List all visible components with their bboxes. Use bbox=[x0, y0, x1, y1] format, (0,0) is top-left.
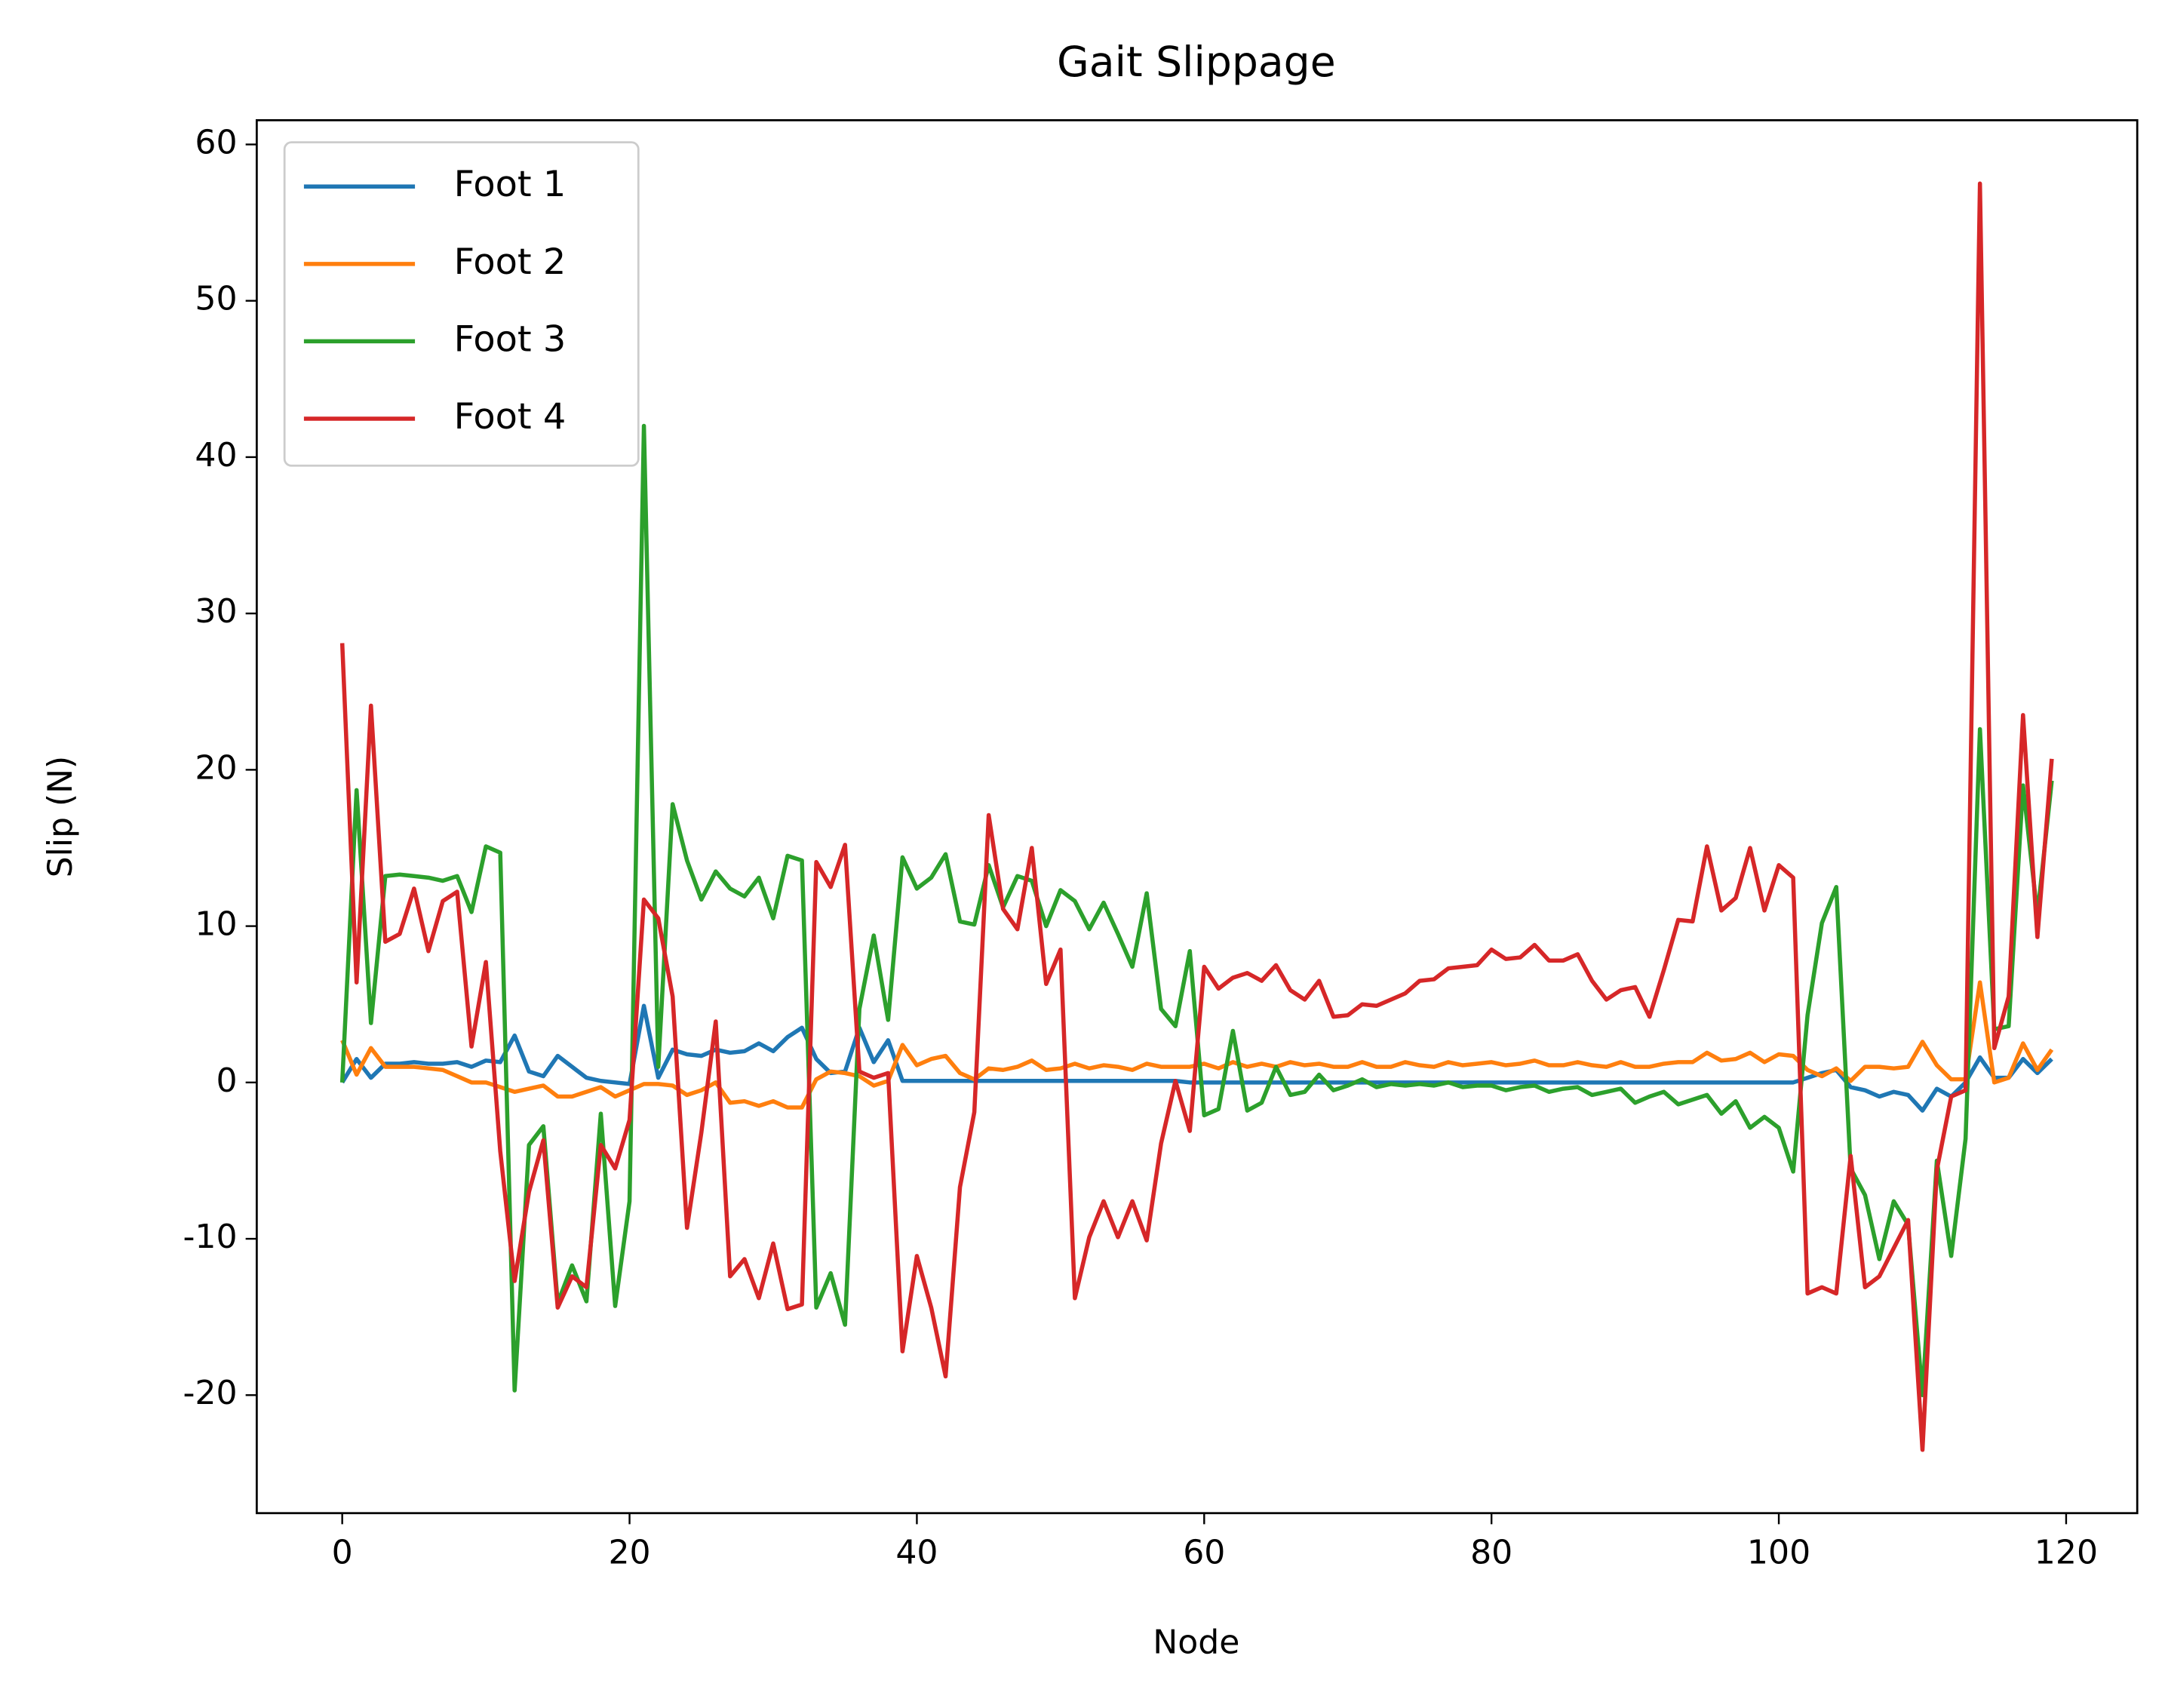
legend-label: Foot 3 bbox=[454, 318, 567, 360]
series-line bbox=[340, 1003, 2053, 1113]
y-tick-label: -10 bbox=[183, 1218, 237, 1256]
plot-frame bbox=[255, 118, 2139, 1515]
x-tick-label: 60 bbox=[1183, 1534, 1225, 1572]
x-tick-label: 20 bbox=[608, 1534, 650, 1572]
chart-title: Gait Slippage bbox=[1057, 38, 1336, 86]
y-tick-label: -20 bbox=[183, 1374, 237, 1412]
x-tick-label: 120 bbox=[2034, 1534, 2098, 1572]
y-tick-label: 40 bbox=[195, 436, 237, 475]
series-line bbox=[339, 181, 2054, 1452]
x-axis-label: Node bbox=[1153, 1624, 1239, 1662]
legend-label: Foot 1 bbox=[454, 164, 567, 205]
x-tick-label: 100 bbox=[1747, 1534, 1810, 1572]
x-tick-label: 40 bbox=[895, 1534, 938, 1572]
y-tick-label: 20 bbox=[195, 748, 237, 787]
x-tick-label: 0 bbox=[332, 1534, 353, 1572]
y-tick-label: 60 bbox=[195, 124, 237, 162]
legend-label: Foot 4 bbox=[454, 396, 567, 438]
y-axis-label: Slip (N) bbox=[41, 756, 80, 877]
legend-label: Foot 2 bbox=[454, 241, 567, 283]
y-tick-label: 50 bbox=[195, 280, 237, 318]
y-tick-label: 0 bbox=[216, 1061, 238, 1100]
legend-box bbox=[283, 141, 640, 467]
y-tick-label: 10 bbox=[195, 905, 237, 944]
x-tick-label: 80 bbox=[1470, 1534, 1512, 1572]
y-tick-label: 30 bbox=[195, 592, 237, 631]
